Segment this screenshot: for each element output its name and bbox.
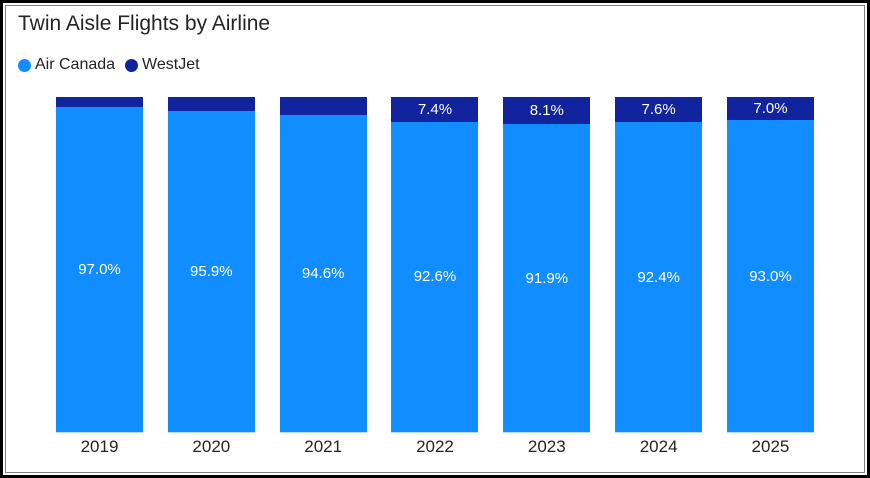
air-canada-data-label: 97.0%: [78, 261, 121, 279]
air-canada-data-label: 94.6%: [301, 265, 345, 283]
legend-item-westjet[interactable]: WestJet: [125, 56, 200, 74]
x-axis-label-2022: 2022: [416, 437, 454, 456]
chart-title: Twin Aisle Flights by Airline: [18, 12, 271, 35]
segment-westjet-2019[interactable]: [56, 97, 143, 108]
visual-canvas: Twin Aisle Flights by Airline Air Canada…: [5, 5, 865, 473]
segment-air-canada-2022[interactable]: 92.6%: [391, 121, 479, 432]
segment-westjet-2020[interactable]: [167, 97, 255, 111]
x-axis-label-2021: 2021: [304, 437, 343, 456]
segment-air-canada-2019[interactable]: 97.0%: [56, 107, 143, 432]
bar-2024[interactable]: 7.6% 92.4%: [615, 97, 703, 432]
plot-area: 97.0% 95.9% 94.6% 7.4% 92.6% 8.1% 91.9% 7.6% 92.…: [56, 97, 814, 432]
segment-westjet-2021[interactable]: [279, 97, 367, 116]
air-canada-data-label: 93.0%: [749, 267, 792, 285]
segment-westjet-2025[interactable]: 7.0%: [726, 97, 814, 121]
bar-2023[interactable]: 8.1% 91.9%: [503, 97, 591, 432]
segment-air-canada-2023[interactable]: 91.9%: [503, 124, 591, 432]
bar-2025[interactable]: 7.0% 93.0%: [726, 97, 814, 432]
westjet-data-label: 8.1%: [529, 102, 564, 120]
legend-label: WestJet: [142, 56, 200, 73]
segment-air-canada-2025[interactable]: 93.0%: [726, 120, 814, 432]
westjet-data-label: 7.4%: [417, 100, 453, 118]
segment-westjet-2023[interactable]: 8.1%: [503, 97, 591, 125]
legend-label: Air Canada: [35, 56, 116, 73]
air-canada-data-label: 95.9%: [190, 262, 233, 280]
x-axis-label-2023: 2023: [527, 437, 566, 456]
westjet-data-label: 7.6%: [641, 101, 676, 119]
bar-2020[interactable]: 95.9%: [167, 97, 255, 432]
bar-2022[interactable]: 7.4% 92.6%: [391, 97, 479, 432]
segment-air-canada-2021[interactable]: 94.6%: [279, 115, 367, 432]
segment-air-canada-2020[interactable]: 95.9%: [167, 110, 255, 432]
x-axis-label-2024: 2024: [639, 437, 678, 456]
legend-dot-icon: [18, 58, 31, 72]
legend: Air Canada WestJet: [18, 56, 200, 74]
bar-2021[interactable]: 94.6%: [279, 97, 367, 432]
air-canada-data-label: 92.6%: [413, 268, 457, 286]
legend-dot-icon: [125, 58, 139, 72]
x-axis-label-2025: 2025: [751, 437, 790, 456]
air-canada-data-label: 91.9%: [525, 269, 569, 287]
segment-westjet-2024[interactable]: 7.6%: [615, 97, 703, 123]
air-canada-data-label: 92.4%: [637, 268, 680, 286]
legend-item-air-canada[interactable]: Air Canada: [18, 56, 115, 74]
bar-2019[interactable]: 97.0%: [56, 97, 143, 432]
x-axis-label-2020: 2020: [192, 437, 231, 456]
segment-westjet-2022[interactable]: 7.4%: [391, 97, 479, 122]
segment-air-canada-2024[interactable]: 92.4%: [615, 122, 703, 432]
westjet-data-label: 7.0%: [753, 100, 788, 118]
x-axis-label-2019: 2019: [80, 437, 119, 456]
x-axis: 2019 2020 2021 2022 2023 2024 2025: [56, 437, 814, 457]
